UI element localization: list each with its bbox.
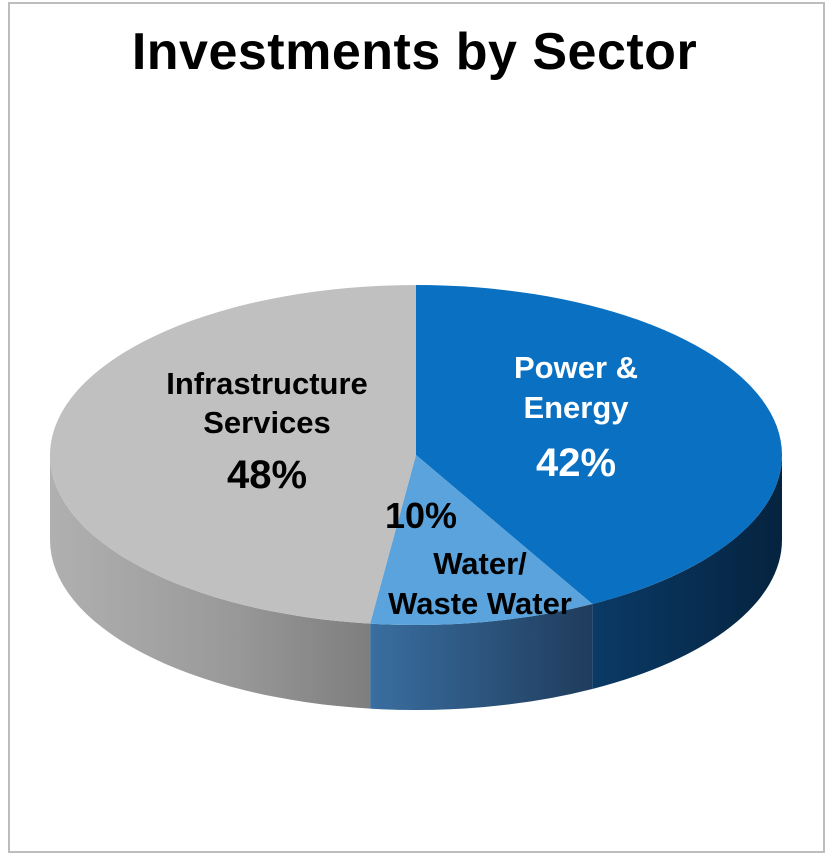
pie-side-1 [370, 603, 593, 710]
slice-label-1-1: Waste Water [388, 586, 572, 621]
slice-value-2: 48% [227, 453, 307, 497]
slice-label-1-0: Water/ [433, 546, 527, 581]
pie-slice-2 [49, 285, 416, 624]
slice-label-2-0: Infrastructure [166, 366, 368, 401]
chart-title: Investments by Sector [131, 23, 698, 81]
slice-label-0-0: Power & [514, 350, 638, 385]
slice-value-1: 10% [385, 495, 457, 536]
pie-side-2 [50, 455, 371, 709]
slice-value-0: 42% [536, 441, 616, 485]
slice-label-2-1: Services [203, 405, 331, 440]
slice-label-0-1: Energy [523, 390, 629, 425]
pie-slice-1 [370, 455, 593, 625]
pie-side-0 [592, 455, 782, 689]
pie-slice-0 [416, 285, 782, 604]
